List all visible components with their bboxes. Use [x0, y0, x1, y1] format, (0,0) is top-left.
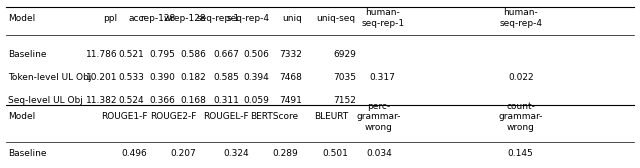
- Text: 0.506: 0.506: [243, 50, 269, 59]
- Text: 0.501: 0.501: [323, 149, 348, 158]
- Text: 0.667: 0.667: [214, 50, 240, 59]
- Text: 0.311: 0.311: [214, 96, 240, 105]
- Text: 0.324: 0.324: [223, 149, 249, 158]
- Text: ROUGE1-F: ROUGE1-F: [101, 112, 148, 121]
- Text: 11.786: 11.786: [86, 50, 117, 59]
- Text: 7468: 7468: [279, 73, 302, 82]
- Text: 6929: 6929: [333, 50, 356, 59]
- Text: uniq-seq: uniq-seq: [317, 14, 356, 23]
- Text: seq-rep-4: seq-rep-4: [226, 14, 269, 23]
- Text: wrep-128: wrep-128: [164, 14, 207, 23]
- Text: 0.585: 0.585: [214, 73, 240, 82]
- Text: 0.182: 0.182: [180, 73, 207, 82]
- Text: 0.366: 0.366: [149, 96, 175, 105]
- Text: 0.168: 0.168: [180, 96, 207, 105]
- Text: 0.795: 0.795: [149, 50, 175, 59]
- Text: 0.521: 0.521: [118, 50, 144, 59]
- Text: ROUGE2-F: ROUGE2-F: [150, 112, 196, 121]
- Text: 0.207: 0.207: [171, 149, 196, 158]
- Text: acc: acc: [128, 14, 144, 23]
- Text: human-
seq-rep-1: human- seq-rep-1: [361, 8, 404, 28]
- Text: rep-128: rep-128: [140, 14, 175, 23]
- Text: BLEURT: BLEURT: [314, 112, 348, 121]
- Text: 0.317: 0.317: [370, 73, 396, 82]
- Text: 0.390: 0.390: [149, 73, 175, 82]
- Text: 0.059: 0.059: [243, 96, 269, 105]
- Text: 0.496: 0.496: [122, 149, 148, 158]
- Text: Model: Model: [8, 112, 35, 121]
- Text: 0.034: 0.034: [366, 149, 392, 158]
- Text: 7332: 7332: [279, 50, 302, 59]
- Text: 0.022: 0.022: [508, 73, 534, 82]
- Text: 7491: 7491: [279, 96, 302, 105]
- Text: 7152: 7152: [333, 96, 356, 105]
- Text: 0.289: 0.289: [272, 149, 298, 158]
- Text: 10.201: 10.201: [86, 73, 117, 82]
- Text: perc-
grammar-
wrong: perc- grammar- wrong: [356, 102, 401, 132]
- Text: count-
grammar-
wrong: count- grammar- wrong: [499, 102, 543, 132]
- Text: Baseline: Baseline: [8, 50, 46, 59]
- Text: human-
seq-rep-4: human- seq-rep-4: [499, 8, 542, 28]
- Text: Token-level UL Obj: Token-level UL Obj: [8, 73, 91, 82]
- Text: ppl: ppl: [103, 14, 117, 23]
- Text: ROUGEL-F: ROUGEL-F: [204, 112, 249, 121]
- Text: 0.533: 0.533: [118, 73, 144, 82]
- Text: 11.382: 11.382: [86, 96, 117, 105]
- Text: Baseline: Baseline: [8, 149, 46, 158]
- Text: Seq-level UL Obj: Seq-level UL Obj: [8, 96, 83, 105]
- Text: 0.524: 0.524: [118, 96, 144, 105]
- Text: uniq: uniq: [282, 14, 302, 23]
- Text: BERTScore: BERTScore: [250, 112, 298, 121]
- Text: 0.586: 0.586: [180, 50, 207, 59]
- Text: 7035: 7035: [333, 73, 356, 82]
- Text: 0.394: 0.394: [243, 73, 269, 82]
- Text: seq-rep-1: seq-rep-1: [196, 14, 240, 23]
- Text: 0.145: 0.145: [508, 149, 534, 158]
- Text: Model: Model: [8, 14, 35, 23]
